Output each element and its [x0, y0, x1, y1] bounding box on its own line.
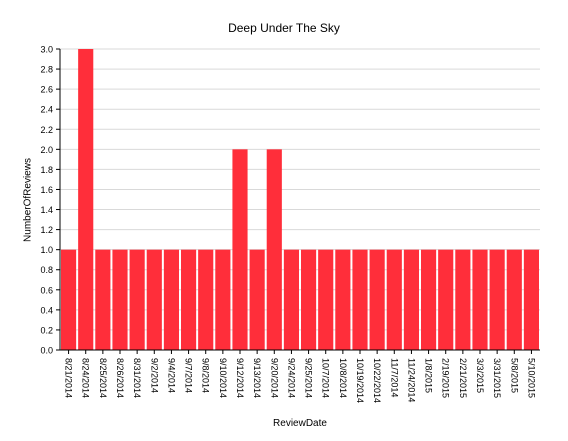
x-tick-label: 11/24/2014: [406, 358, 416, 402]
y-tick-label: 2.4: [40, 105, 53, 115]
bar: [386, 249, 402, 350]
bar: [249, 249, 265, 350]
x-tick-label: 8/31/2014: [132, 358, 142, 398]
bar: [335, 249, 351, 350]
x-tick-label: 9/2/2014: [149, 358, 159, 393]
bar: [95, 249, 111, 350]
x-tick-label: 11/7/2014: [389, 358, 399, 397]
x-tick-label: 5/10/2015: [526, 358, 536, 398]
y-tick-label: 3.0: [40, 45, 53, 55]
x-tick-label: 10/22/2014: [372, 358, 382, 403]
bar: [146, 249, 162, 350]
bar: [403, 249, 419, 350]
bar: [506, 249, 522, 350]
bar: [112, 249, 128, 350]
bar: [61, 249, 77, 350]
x-tick-label: 9/25/2014: [304, 358, 314, 398]
y-tick-label: 0.2: [40, 325, 53, 335]
bar: [266, 149, 282, 350]
bar: [301, 249, 317, 350]
x-tick-label: 8/24/2014: [81, 358, 91, 398]
y-tick-label: 1.0: [40, 245, 53, 255]
bar: [352, 249, 368, 350]
x-tick-label: 9/20/2014: [269, 358, 279, 398]
bar: [232, 149, 248, 350]
y-tick-label: 2.8: [40, 65, 53, 75]
y-tick-label: 2.6: [40, 85, 53, 95]
x-tick-label: 9/10/2014: [218, 358, 228, 398]
y-tick-label: 1.4: [40, 205, 53, 215]
x-tick-label: 3/31/2015: [492, 358, 502, 398]
bar: [318, 249, 334, 350]
x-tick-label: 8/21/2014: [64, 358, 74, 398]
y-tick-label: 0.8: [40, 265, 53, 275]
bar: [438, 249, 454, 350]
x-tick-label: 10/8/2014: [338, 358, 348, 398]
x-tick-label: 8/25/2014: [98, 358, 108, 398]
bar: [78, 49, 94, 350]
y-tick-label: 1.6: [40, 185, 53, 195]
bar: [215, 249, 231, 350]
y-tick-label: 2.0: [40, 145, 53, 155]
x-tick-label: 3/3/2015: [475, 358, 485, 393]
bar: [283, 249, 299, 350]
x-tick-label: 8/26/2014: [115, 358, 125, 398]
y-tick-label: 0.0: [40, 346, 53, 356]
x-axis-title: ReviewDate: [273, 418, 327, 429]
bar: [523, 249, 539, 350]
y-tick-label: 0.4: [40, 305, 53, 315]
bar: [181, 249, 197, 350]
bar: [369, 249, 385, 350]
y-tick-label: 1.8: [40, 165, 53, 175]
bar: [421, 249, 437, 350]
x-tick-label: 9/7/2014: [184, 358, 194, 393]
bar: [489, 249, 505, 350]
x-tick-label: 9/24/2014: [286, 358, 296, 398]
x-tick-label: 2/21/2015: [458, 358, 468, 398]
x-tick-label: 9/13/2014: [252, 358, 262, 398]
x-tick-label: 9/4/2014: [166, 358, 176, 393]
y-tick-label: 2.2: [40, 125, 53, 135]
x-tick-label: 9/8/2014: [201, 358, 211, 393]
x-tick-label: 9/12/2014: [235, 358, 245, 398]
chart-title: Deep Under The Sky: [228, 21, 340, 35]
bar: [455, 249, 471, 350]
bar: [198, 249, 214, 350]
x-tick-label: 2/19/2015: [441, 358, 451, 398]
x-tick-label: 1/8/2015: [424, 358, 434, 393]
x-tick-label: 10/7/2014: [321, 358, 331, 398]
y-tick-label: 1.2: [40, 225, 53, 235]
bar: [129, 249, 145, 350]
bar: [163, 249, 179, 350]
x-tick-label: 5/8/2015: [509, 358, 519, 393]
y-tick-label: 0.6: [40, 285, 53, 295]
bar: [472, 249, 488, 350]
x-tick-label: 10/19/2014: [355, 358, 365, 403]
